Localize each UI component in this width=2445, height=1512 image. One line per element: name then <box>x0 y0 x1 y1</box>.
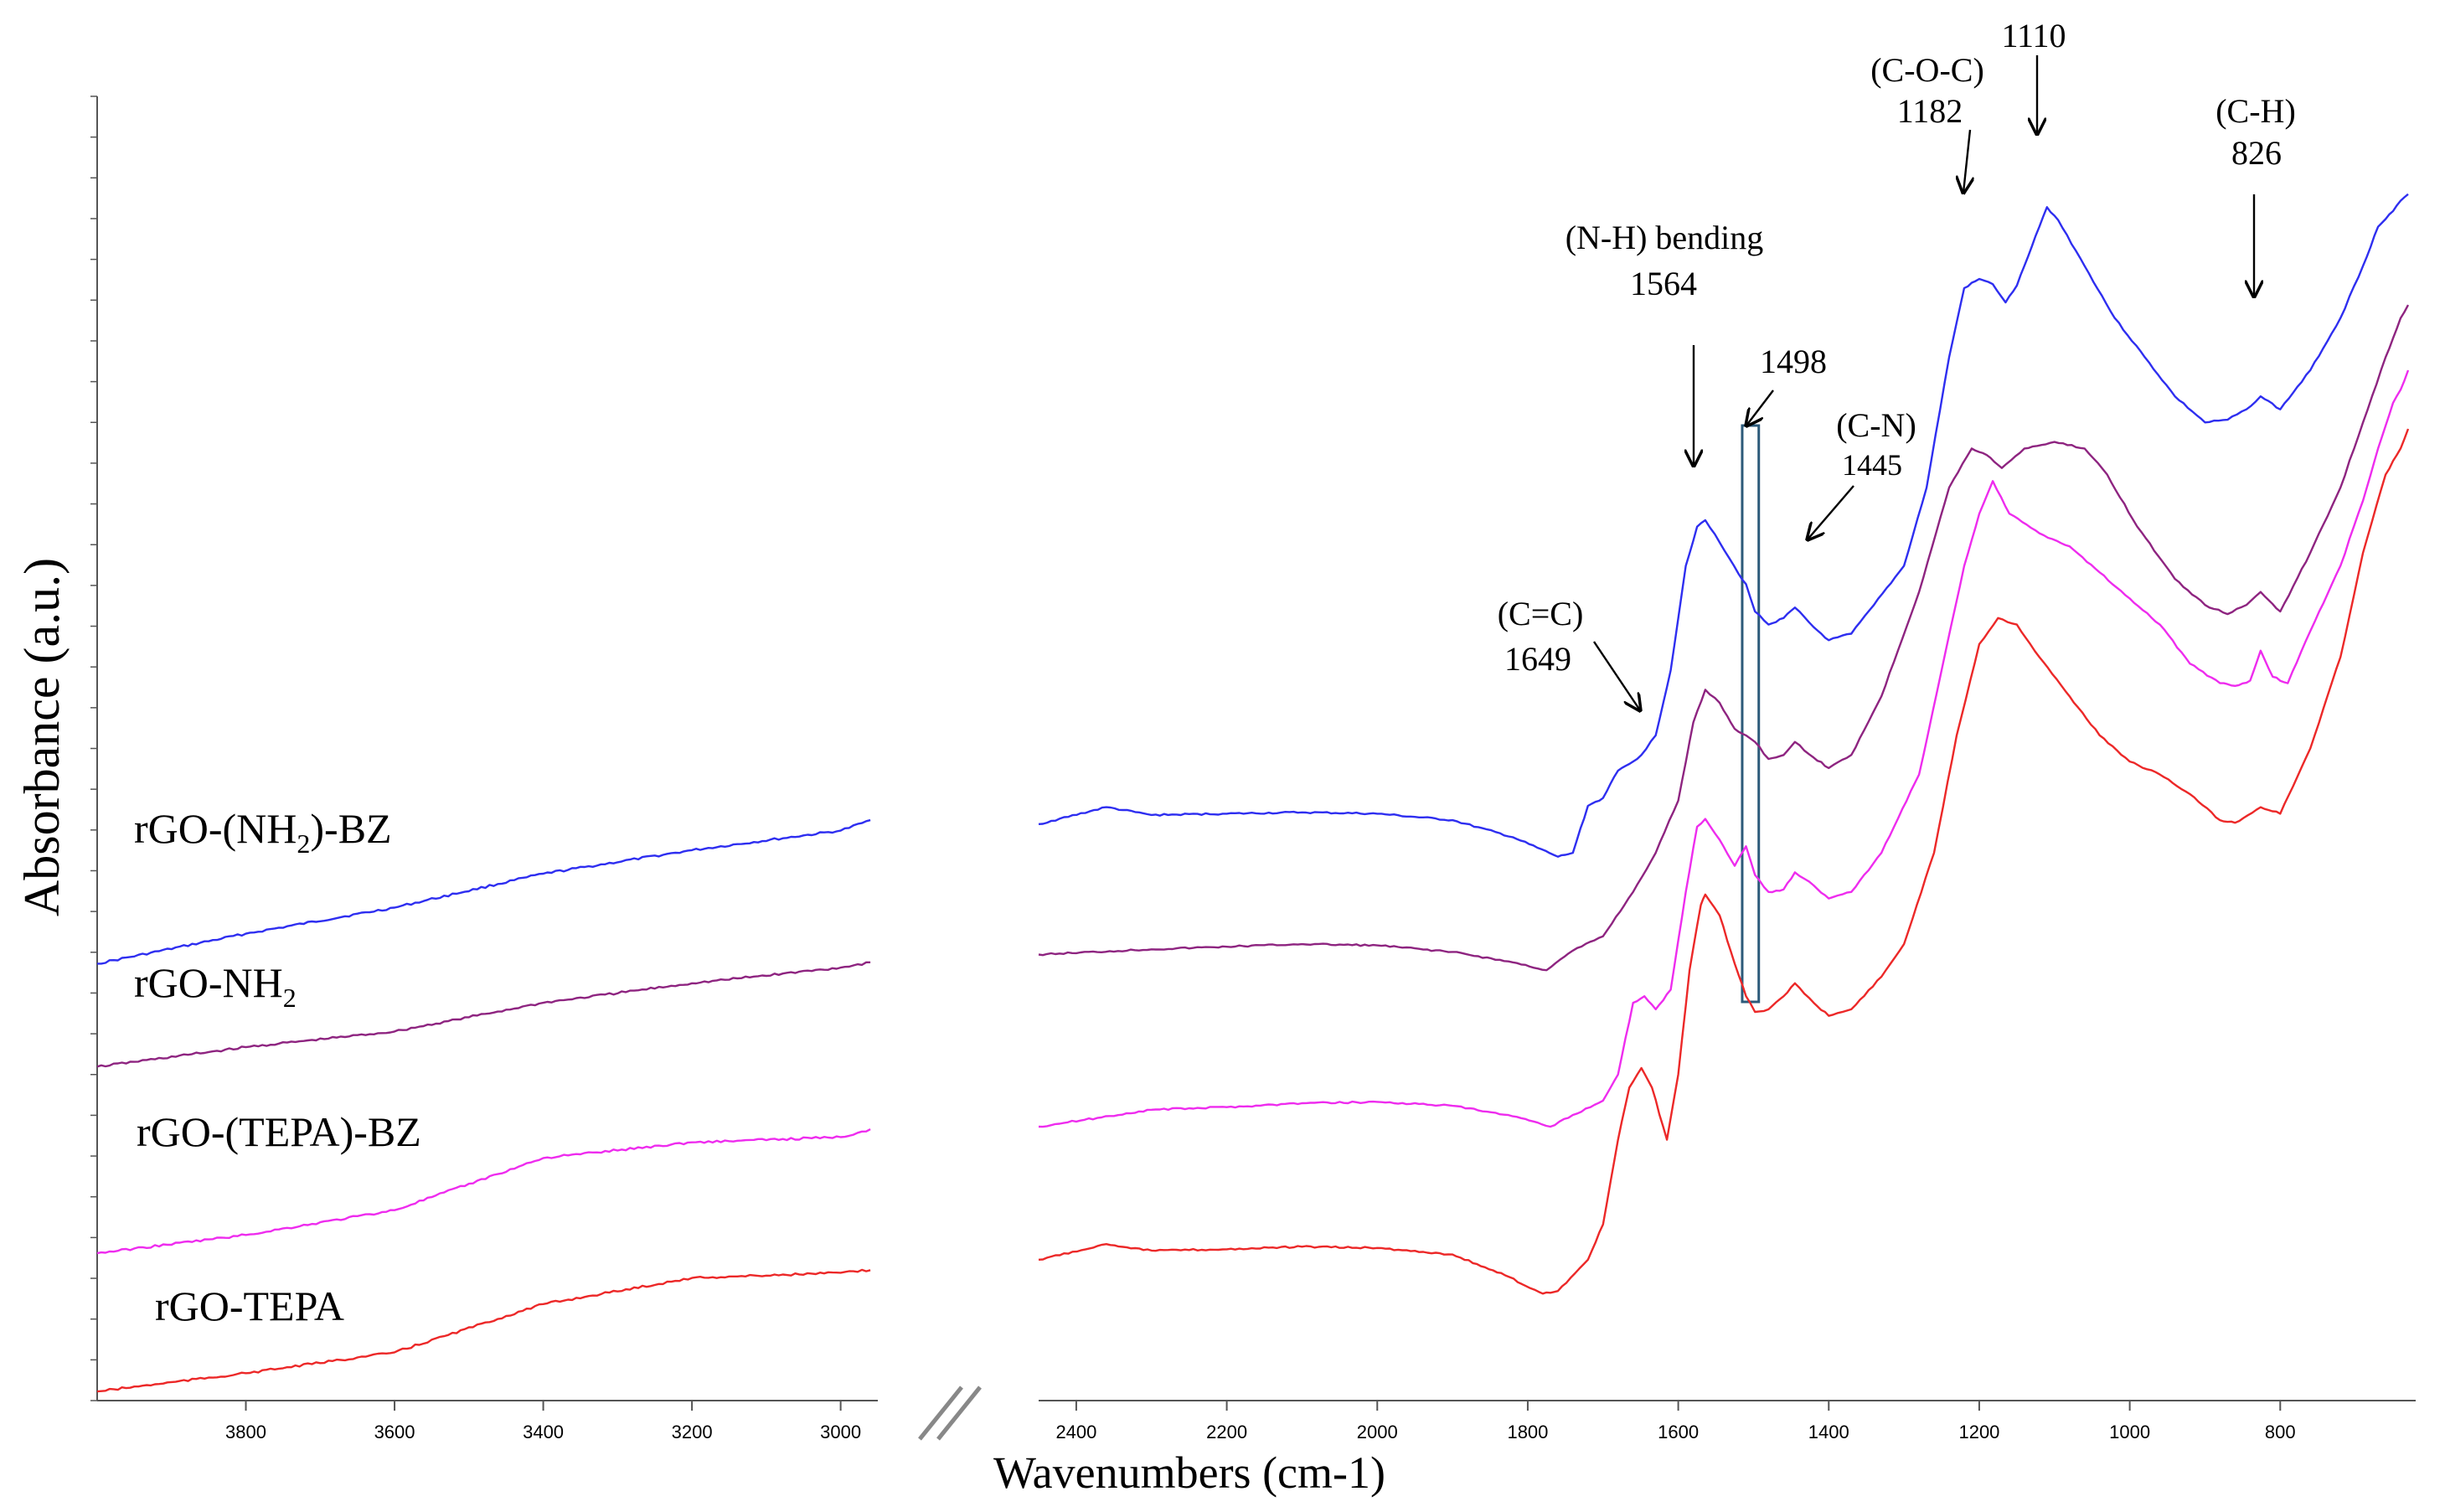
x-tick-label-800: 800 <box>2265 1422 2296 1442</box>
x-axis: 3800 3600 3400 3200 3000 2400 2200 2000 1800 1600… <box>97 1386 2416 1498</box>
annotation-c-h-label: (C-H) <box>2215 92 2296 130</box>
series-label-rgo-nh2: rGO-NH2 <box>134 959 297 1013</box>
x-axis-title: Wavenumbers (cm-1) <box>993 1447 1385 1498</box>
series-label-rgo-nh2-bz: rGO-(NH2)-BZ <box>134 805 392 859</box>
y-axis-ticks <box>90 95 97 1401</box>
annotation-n-h-value: 1564 <box>1630 265 1697 302</box>
annotation-1110-value: 1110 <box>2001 17 2066 54</box>
annotation-c-o-c-label: (C-O-C) <box>1870 51 1984 89</box>
x-tick-label-3600: 3600 <box>374 1422 415 1442</box>
x-tick-label-3400: 3400 <box>523 1422 564 1442</box>
series-line-right-rgo-tepa-bz <box>1038 369 2410 1128</box>
x-tick-label-1000: 1000 <box>2109 1422 2150 1442</box>
annotation-c-o-c-value: 1182 <box>1897 92 1963 130</box>
x-tick-label-3800: 3800 <box>225 1422 266 1442</box>
annotation-c-c-arrow <box>1593 641 1640 710</box>
series-line-right-rgo-nh2-bz <box>1038 193 2409 858</box>
x-tick-label-3200: 3200 <box>672 1422 713 1442</box>
series-line-left-rgo-tepa-bz <box>96 1128 871 1255</box>
series-line-left-rgo-nh2-bz <box>97 818 871 965</box>
annotation-c-c-value: 1649 <box>1504 640 1571 678</box>
annotation-c-n-label: (C-N) <box>1836 406 1916 444</box>
x-tick-label-2200: 2200 <box>1206 1422 1247 1442</box>
series-label-rgo-tepa-bz: rGO-(TEPA)-BZ <box>137 1108 421 1155</box>
annotation-n-h-label: (N-H) bending <box>1566 219 1764 256</box>
x-tick-label-1400: 1400 <box>1808 1422 1849 1442</box>
annotation-c-c-label: (C=C) <box>1498 595 1584 632</box>
y-axis-title: Absorbance (a.u.) <box>14 558 70 916</box>
axis-break-mark <box>918 1386 982 1441</box>
x-tick-label-1600: 1600 <box>1658 1422 1699 1442</box>
legend-labels: rGO-(NH2)-BZ rGO-NH2 rGO-(TEPA)-BZ rGO-T… <box>134 805 421 1329</box>
y-axis: Absorbance (a.u.) <box>14 95 98 1401</box>
x-tick-label-1200: 1200 <box>1958 1422 1999 1442</box>
annotations: (C=C) 1649 (N-H) bending 1564 1498 (C-N)… <box>1498 17 2296 710</box>
x-axis-ticks: 3800 3600 3400 3200 3000 2400 2200 2000 1800 1600… <box>225 1401 2296 1442</box>
annotation-c-n-value: 1445 <box>1842 448 1902 482</box>
series-line-left-rgo-nh2 <box>96 961 871 1068</box>
series-label-rgo-tepa: rGO-TEPA <box>155 1282 344 1329</box>
annotation-c-n-arrow <box>1808 485 1854 539</box>
series-layer <box>96 193 2410 1393</box>
annotation-c-h-value: 826 <box>2231 134 2282 172</box>
annotation-c-o-c-arrow <box>1963 129 1970 193</box>
x-tick-label-2000: 2000 <box>1357 1422 1398 1442</box>
x-tick-label-1800: 1800 <box>1507 1422 1548 1442</box>
annotation-1498-value: 1498 <box>1760 343 1827 380</box>
x-tick-label-2400: 2400 <box>1055 1422 1096 1442</box>
series-line-left-rgo-tepa <box>96 1268 871 1393</box>
highlight-band-1498 <box>1741 424 1761 1004</box>
x-tick-label-3000: 3000 <box>820 1422 861 1442</box>
series-line-right-rgo-nh2 <box>1038 304 2410 972</box>
series-line-right-rgo-tepa <box>1038 428 2410 1295</box>
annotation-1498-arrow <box>1746 390 1774 426</box>
